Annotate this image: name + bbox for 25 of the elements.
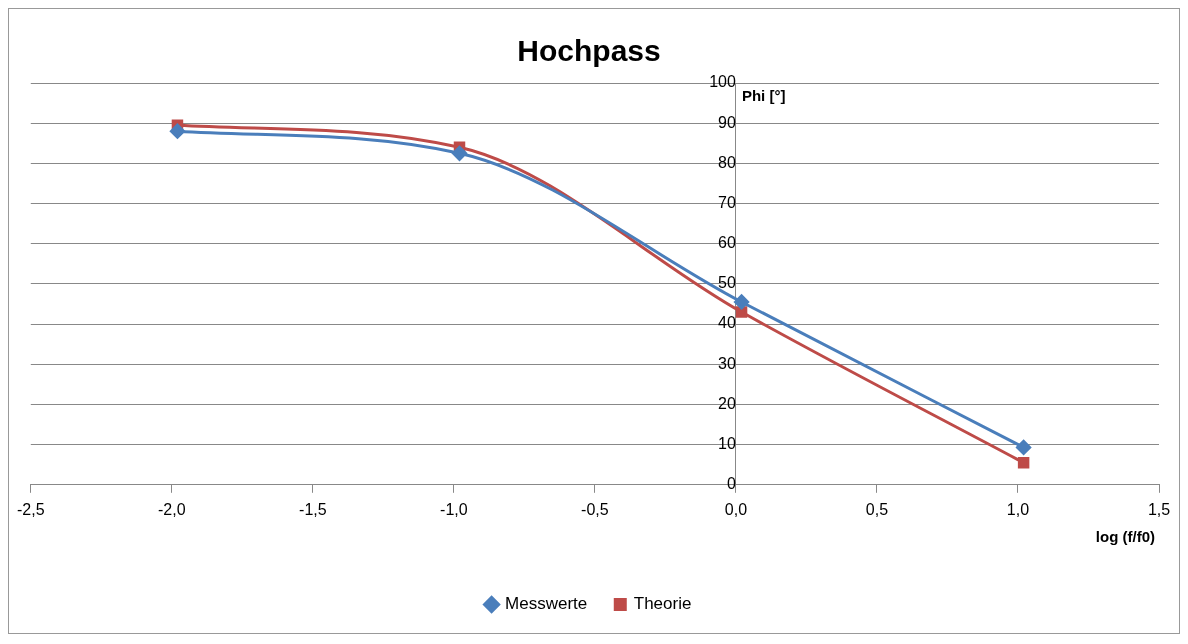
y-tick-label: 60 (718, 234, 737, 252)
x-tick-label: -0,5 (581, 500, 609, 518)
y-tick-label: 50 (718, 274, 737, 292)
x-tick-label: 1,5 (1147, 500, 1171, 518)
y-tick-label: 10 (718, 435, 737, 453)
legend-label: Messwerte (505, 594, 588, 614)
x-tick-label: -1,0 (440, 500, 468, 518)
y-tick-label: 70 (718, 193, 737, 211)
y-tick-label: 0 (727, 475, 737, 493)
y-tick-label: 30 (718, 354, 737, 372)
x-tick-label: 0,0 (724, 500, 748, 518)
chart-title: Hochpass (517, 34, 661, 68)
y-tick-label: 20 (718, 394, 737, 412)
y-tick-label: 40 (718, 314, 737, 332)
x-tick-label: -2,5 (17, 500, 45, 518)
y-tick-label: 80 (718, 153, 737, 171)
x-axis-title: log (f/f0) (1095, 528, 1155, 546)
legend-label: Theorie (633, 594, 692, 614)
y-axis-title: Phi [°] (741, 86, 786, 104)
x-tick-label: -2,0 (158, 500, 186, 518)
y-tick-label: 90 (718, 113, 737, 131)
y-tick-label: 100 (709, 73, 737, 91)
x-tick-label: -1,5 (299, 500, 327, 518)
x-tick-label: 1,0 (1006, 500, 1030, 518)
x-tick-label: 0,5 (865, 500, 889, 518)
